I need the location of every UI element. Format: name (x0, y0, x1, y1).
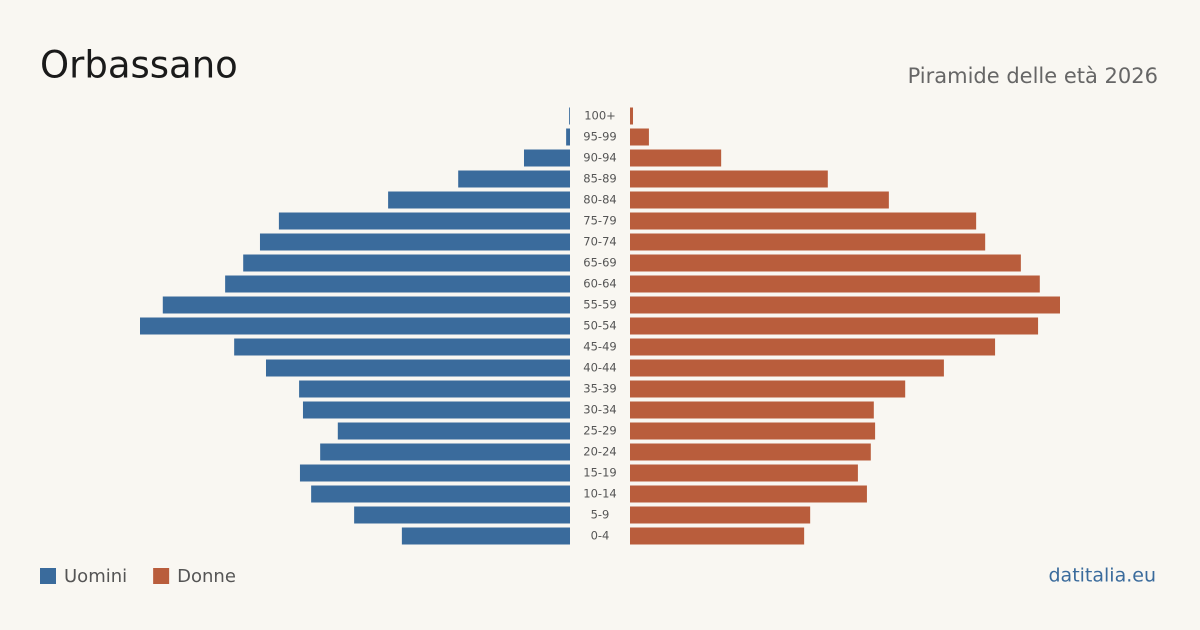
legend-swatch (153, 568, 170, 584)
age-label: 70-74 (583, 235, 616, 249)
bar (523, 149, 570, 167)
bar (225, 275, 570, 293)
bar (630, 506, 811, 524)
bar (630, 296, 1060, 314)
bar (243, 254, 570, 272)
age-label: 100+ (584, 109, 616, 123)
bar (299, 464, 570, 482)
age-label: 85-89 (583, 172, 616, 186)
age-label: 35-39 (583, 382, 616, 396)
legend-label: Donne (177, 566, 236, 587)
bar (630, 485, 867, 503)
bar (630, 359, 944, 377)
bar (630, 128, 649, 146)
bar (234, 338, 571, 356)
bar (566, 128, 570, 146)
bar (630, 191, 889, 209)
age-label: 10-14 (583, 487, 616, 501)
age-label: 5-9 (591, 508, 610, 522)
bar (320, 443, 570, 461)
legend-label: Uomini (64, 566, 127, 587)
age-label: 20-24 (583, 445, 616, 459)
age-label: 80-84 (583, 193, 616, 207)
legend-swatch (40, 568, 56, 584)
bar (265, 359, 570, 377)
age-label: 45-49 (583, 340, 616, 354)
bar (337, 422, 570, 440)
age-label: 0-4 (591, 529, 610, 543)
bar (630, 170, 828, 188)
bar (569, 107, 570, 125)
age-label: 60-64 (583, 277, 616, 291)
bar (354, 506, 570, 524)
age-label: 90-94 (583, 151, 616, 165)
bar (401, 527, 570, 545)
bar (630, 317, 1039, 335)
age-label: 55-59 (583, 298, 616, 312)
bar (630, 422, 876, 440)
bar (458, 170, 570, 188)
bar (630, 401, 874, 419)
bar (388, 191, 570, 209)
age-label: 65-69 (583, 256, 616, 270)
chart-title: Orbassano (40, 44, 238, 87)
bar (630, 380, 906, 398)
bar (630, 338, 996, 356)
bar (311, 485, 570, 503)
chart-subtitle: Piramide delle età 2026 (908, 64, 1158, 88)
age-label: 25-29 (583, 424, 616, 438)
bar (302, 401, 570, 419)
bar (630, 107, 634, 125)
bar (162, 296, 571, 314)
bar (278, 212, 570, 230)
bar (630, 212, 977, 230)
age-label: 50-54 (583, 319, 616, 333)
bar (630, 527, 805, 545)
source: datitalia.eu (1049, 565, 1157, 587)
bar (140, 317, 570, 335)
bar (630, 233, 986, 251)
age-label: 40-44 (583, 361, 616, 375)
age-label: 75-79 (583, 214, 616, 228)
bar (630, 443, 871, 461)
bar (630, 149, 722, 167)
bar (630, 275, 1040, 293)
age-label: 15-19 (583, 466, 616, 480)
bar (630, 464, 858, 482)
age-label: 95-99 (583, 130, 616, 144)
age-label: 30-34 (583, 403, 616, 417)
bar (299, 380, 570, 398)
bar (259, 233, 570, 251)
bar (630, 254, 1021, 272)
